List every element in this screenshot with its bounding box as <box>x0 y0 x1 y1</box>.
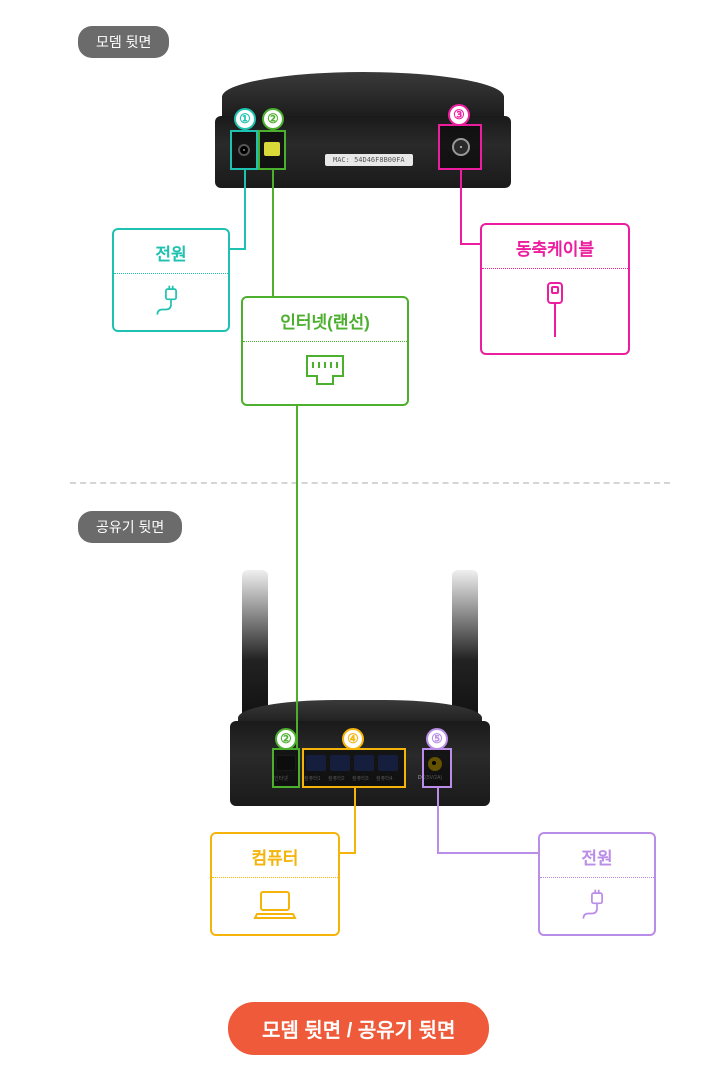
port-number-2b: ② <box>275 728 297 750</box>
line <box>286 748 298 750</box>
section-badge-router: 공유기 뒷면 <box>78 511 182 543</box>
router-antenna-left <box>242 570 268 720</box>
section-divider <box>70 482 670 484</box>
bottom-banner: 모뎀 뒷면 / 공유기 뒷면 <box>228 1002 489 1055</box>
line <box>354 788 356 854</box>
section-badge-modem: 모뎀 뒷면 <box>78 26 169 58</box>
card-title: 동축케이블 <box>482 225 628 269</box>
modem-port-coax <box>438 124 482 170</box>
card-power-top: 전원 <box>112 228 230 332</box>
laptop-icon <box>212 888 338 922</box>
card-title: 컴퓨터 <box>212 834 338 878</box>
card-title: 전원 <box>114 230 228 274</box>
router-antenna-right <box>452 570 478 720</box>
card-title: 전원 <box>540 834 654 878</box>
card-title: 인터넷(랜선) <box>243 298 407 342</box>
card-internet: 인터넷(랜선) <box>241 296 409 406</box>
line <box>437 788 439 854</box>
mac-address-label: MAC: 54D46F8B00FA <box>325 154 413 166</box>
router-port-wan <box>272 748 300 788</box>
port-number-5: ⑤ <box>426 728 448 750</box>
line <box>272 170 274 298</box>
card-power-bottom: 전원 <box>538 832 656 936</box>
port-number-4: ④ <box>342 728 364 750</box>
modem-port-lan <box>258 130 286 170</box>
port-number-3: ③ <box>448 104 470 126</box>
card-coax: 동축케이블 <box>480 223 630 355</box>
router-port-lan <box>302 748 406 788</box>
plug-icon <box>114 284 228 318</box>
router-port-power <box>422 748 452 788</box>
line <box>460 170 462 245</box>
line <box>244 170 246 250</box>
coax-icon <box>482 279 628 341</box>
port-number-2: ② <box>262 108 284 130</box>
card-computer: 컴퓨터 <box>210 832 340 936</box>
plug-icon <box>540 888 654 922</box>
port-number-1: ① <box>234 108 256 130</box>
modem-port-power <box>230 130 258 170</box>
line <box>296 404 298 750</box>
ethernet-icon <box>243 352 407 392</box>
